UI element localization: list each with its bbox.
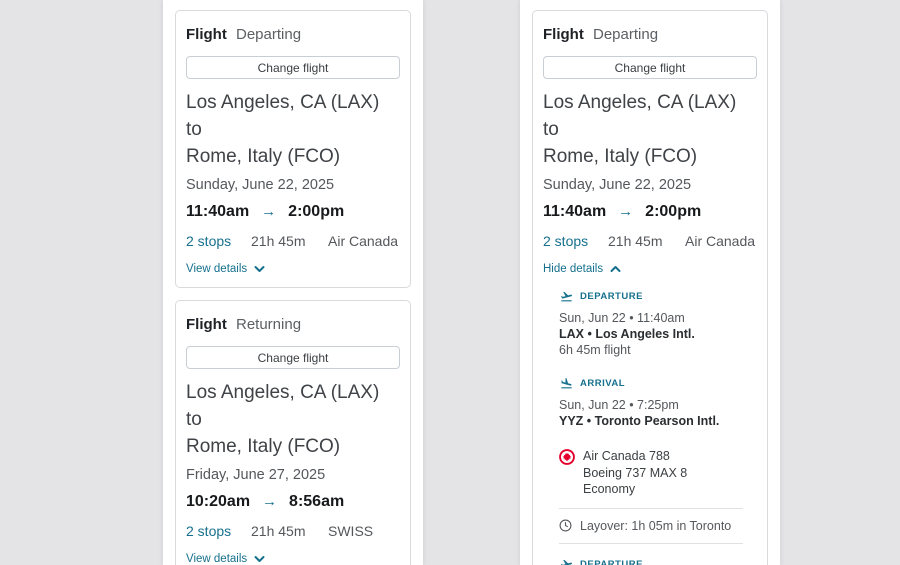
- change-flight-button[interactable]: Change flight: [186, 346, 400, 369]
- route-line2: Rome, Italy (FCO): [543, 146, 698, 167]
- flight-card-departing: Flight Departing Change flight Los Angel…: [175, 10, 411, 288]
- airline-name: Air Canada: [328, 233, 399, 249]
- arrow-right-icon: →: [261, 202, 277, 220]
- aircraft-model: Boeing 737 MAX 8: [583, 465, 688, 480]
- arrive-time: 2:00pm: [288, 203, 345, 220]
- segment-departure-2: DEPARTURE Sun, Jun 22 • 8:30pm YYZ • Tor…: [559, 558, 757, 565]
- chevron-up-icon: [610, 265, 621, 273]
- route-line2: Rome, Italy (FCO): [186, 436, 341, 457]
- depart-time: 10:20am: [186, 493, 251, 510]
- flight-date: Sunday, June 22, 2025: [186, 177, 335, 193]
- layover-text: Layover: 1h 05m in Toronto: [580, 518, 732, 533]
- route-line1: Los Angeles, CA (LAX) to: [543, 92, 737, 140]
- chevron-down-icon: [254, 265, 265, 273]
- flight-direction: Returning: [236, 316, 302, 333]
- hide-details-button[interactable]: Hide details: [543, 263, 621, 275]
- flight-duration: 21h 45m: [251, 233, 306, 249]
- route-title: Los Angeles, CA (LAX) to Rome, Italy (FC…: [543, 89, 757, 170]
- stops-count: 2 stops: [186, 233, 232, 249]
- arrow-right-icon: →: [618, 202, 634, 220]
- airline-name: Air Canada: [685, 233, 756, 249]
- chevron-down-icon: [254, 555, 265, 563]
- plane-takeoff-icon: [559, 290, 574, 303]
- flight-date: Friday, June 27, 2025: [186, 467, 326, 483]
- segment-airport: LAX • Los Angeles Intl.: [559, 327, 695, 341]
- flight-direction: Departing: [236, 26, 302, 43]
- view-details-label: View details: [186, 553, 248, 565]
- view-details-button[interactable]: View details: [186, 553, 265, 565]
- cabin-class: Economy: [583, 482, 636, 496]
- hide-details-label: Hide details: [543, 263, 604, 275]
- route-title: Los Angeles, CA (LAX) to Rome, Italy (FC…: [186, 89, 400, 170]
- flight-card-header: Flight Returning: [186, 316, 400, 333]
- flight-card-departing-expanded: Flight Departing Change flight Los Angel…: [532, 10, 768, 565]
- right-panel: Flight Departing Change flight Los Angel…: [520, 0, 780, 565]
- plane-takeoff-icon: [559, 558, 574, 565]
- segment-label: ARRIVAL: [580, 378, 626, 389]
- view-details-button[interactable]: View details: [186, 263, 265, 275]
- segment-flight-time: 6h 45m flight: [559, 343, 631, 357]
- depart-time: 11:40am: [186, 203, 250, 220]
- segment-departure-1: DEPARTURE Sun, Jun 22 • 11:40am LAX • Lo…: [559, 290, 757, 358]
- arrive-time: 8:56am: [289, 493, 345, 510]
- segment-airport: YYZ • Toronto Pearson Intl.: [559, 414, 720, 428]
- aircraft-info: Air Canada 788 Boeing 737 MAX 8 Economy: [559, 448, 757, 498]
- flight-details-panel: DEPARTURE Sun, Jun 22 • 11:40am LAX • Lo…: [559, 290, 757, 565]
- change-flight-button[interactable]: Change flight: [543, 56, 757, 79]
- segment-arrival-1: ARRIVAL Sun, Jun 22 • 7:25pm YYZ • Toron…: [559, 377, 757, 429]
- flight-card-header: Flight Departing: [543, 26, 757, 43]
- route-line1: Los Angeles, CA (LAX) to: [186, 382, 380, 430]
- plane-landing-icon: [559, 377, 574, 390]
- route-title: Los Angeles, CA (LAX) to Rome, Italy (FC…: [186, 379, 400, 460]
- airline-name: SWISS: [328, 523, 374, 539]
- clock-icon: [559, 519, 572, 532]
- stops-count: 2 stops: [543, 233, 589, 249]
- flight-card-returning: Flight Returning Change flight Los Angel…: [175, 300, 411, 565]
- flight-duration: 21h 45m: [608, 233, 663, 249]
- route-line2: Rome, Italy (FCO): [186, 146, 341, 167]
- segment-datetime: Sun, Jun 22 • 7:25pm: [559, 398, 679, 412]
- flight-date: Sunday, June 22, 2025: [543, 177, 692, 193]
- divider: [559, 542, 743, 544]
- flight-times: 11:40am → 2:00pm: [186, 203, 400, 221]
- flight-number: Air Canada 788: [583, 449, 670, 463]
- flight-label: Flight: [186, 26, 227, 43]
- arrive-time: 2:00pm: [645, 203, 702, 220]
- view-details-label: View details: [186, 263, 248, 275]
- layover-info: Layover: 1h 05m in Toronto: [559, 519, 757, 533]
- segment-datetime: Sun, Jun 22 • 11:40am: [559, 311, 685, 325]
- flight-summary-row: 2 stops 21h 45m Air Canada: [543, 233, 757, 249]
- flight-direction: Departing: [593, 26, 659, 43]
- flight-times: 10:20am → 8:56am: [186, 493, 400, 511]
- flight-times: 11:40am → 2:00pm: [543, 203, 757, 221]
- flight-label: Flight: [186, 316, 227, 333]
- flight-duration: 21h 45m: [251, 523, 306, 539]
- segment-label: DEPARTURE: [580, 558, 643, 565]
- flight-label: Flight: [543, 26, 584, 43]
- depart-time: 11:40am: [543, 203, 607, 220]
- flight-card-header: Flight Departing: [186, 26, 400, 43]
- flight-summary-row: 2 stops 21h 45m SWISS: [186, 523, 400, 539]
- arrow-right-icon: →: [262, 492, 278, 510]
- stops-count: 2 stops: [186, 523, 232, 539]
- left-panel: Flight Departing Change flight Los Angel…: [163, 0, 423, 565]
- flight-summary-row: 2 stops 21h 45m Air Canada: [186, 233, 400, 249]
- divider: [559, 507, 743, 509]
- change-flight-button[interactable]: Change flight: [186, 56, 400, 79]
- segment-label: DEPARTURE: [580, 291, 643, 302]
- air-canada-logo-icon: [559, 449, 575, 465]
- route-line1: Los Angeles, CA (LAX) to: [186, 92, 380, 140]
